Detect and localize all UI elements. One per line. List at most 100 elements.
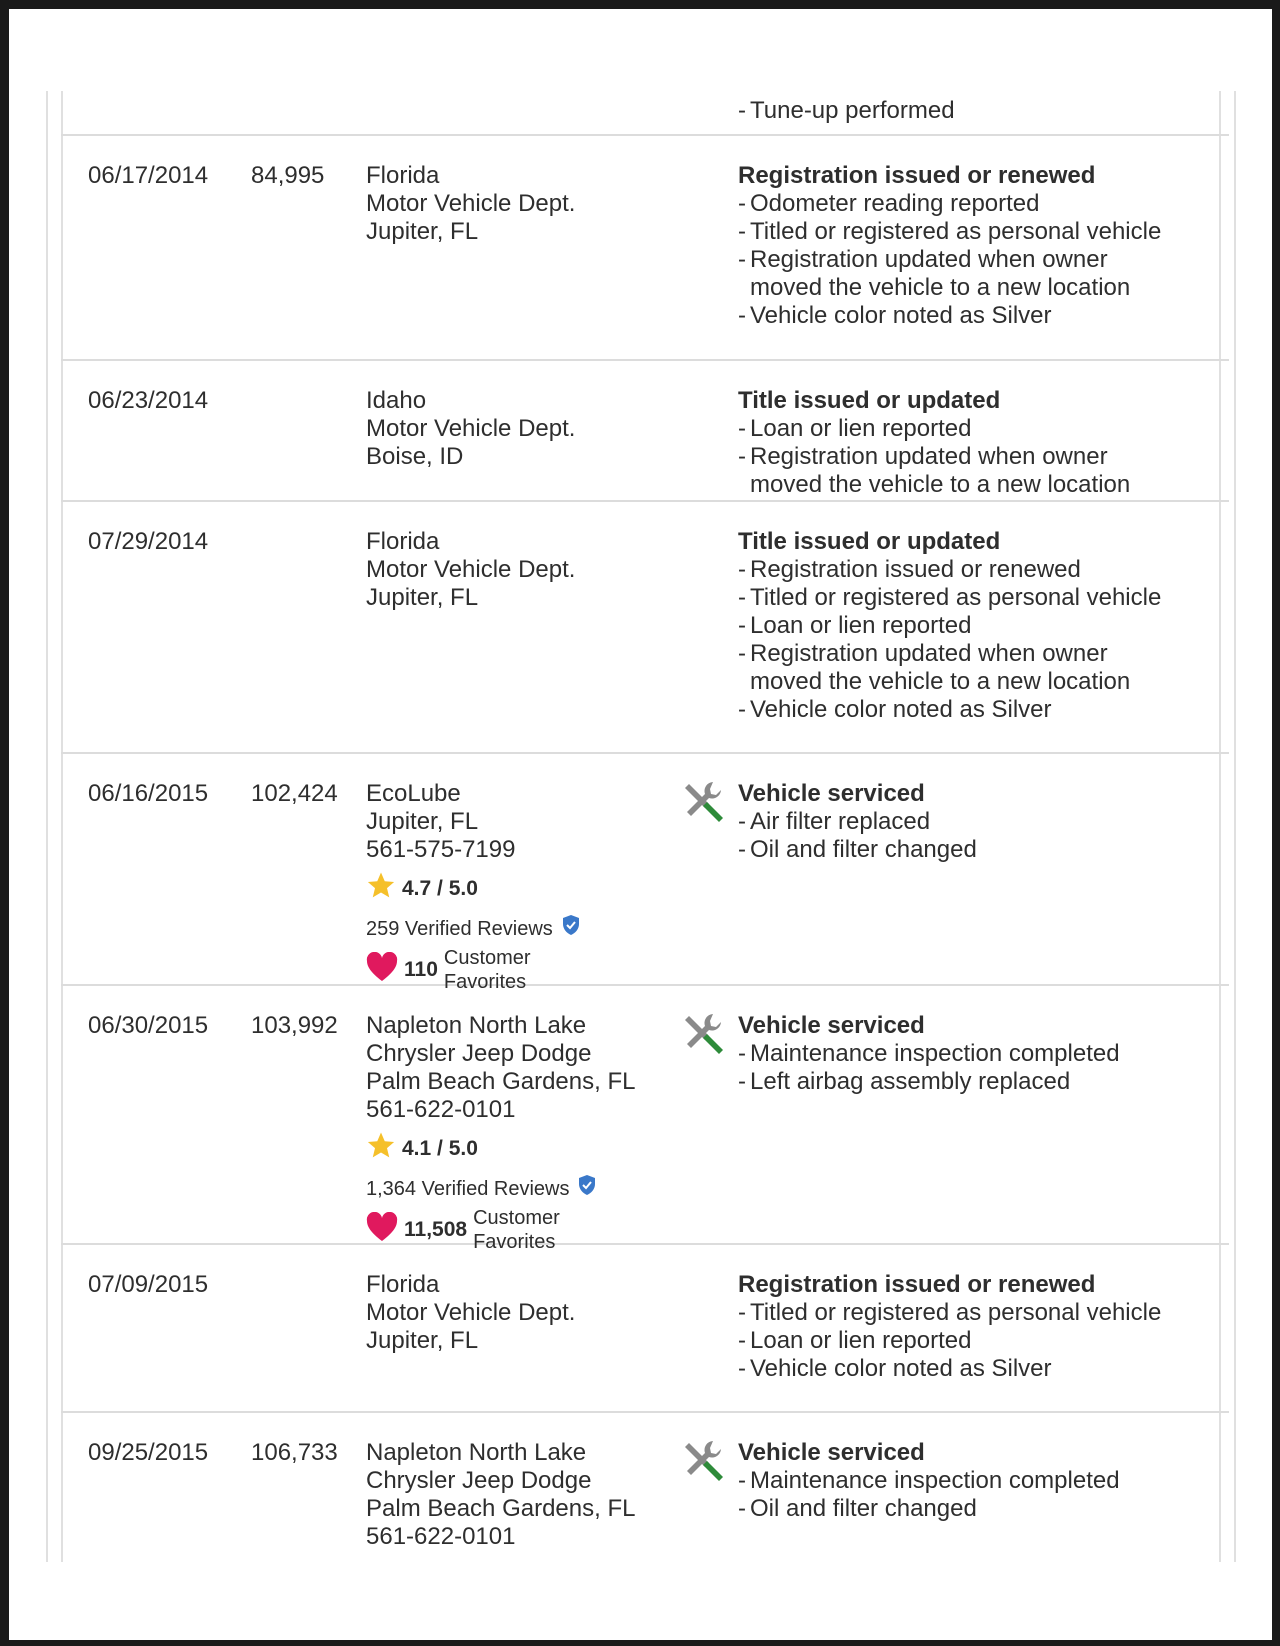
source-line: Jupiter, FL	[366, 1327, 479, 1354]
odometer-reading: 106,733	[251, 1439, 338, 1466]
source-line: Motor Vehicle Dept.	[366, 415, 576, 442]
detail-item: Titled or registered as personal vehicle	[738, 584, 1178, 612]
detail-item: Loan or lien reported	[738, 612, 1178, 640]
verified-reviews-link[interactable]: 259 Verified Reviews	[366, 914, 581, 944]
source-line: Chrysler Jeep Dodge	[366, 1467, 592, 1494]
table-row: 06/23/2014 Idaho Motor Vehicle Dept. Boise,…	[61, 361, 1229, 502]
table-row: 06/17/2014 84,995 Florida Motor Vehicle Dep…	[61, 136, 1229, 361]
customer-favorites: 11,508 Customer Favorites	[366, 1206, 635, 1254]
source-line: Chrysler Jeep Dodge	[366, 1040, 592, 1067]
source-line: Napleton North Lake	[366, 1439, 587, 1466]
detail-item: Vehicle color noted as Silver	[738, 302, 1178, 330]
right-border-inner	[1219, 91, 1221, 1562]
star-icon	[366, 1130, 402, 1168]
source-line: Jupiter, FL	[366, 808, 479, 835]
record-date: 06/16/2015	[88, 780, 209, 807]
detail-item: Registration updated when owner moved th…	[738, 443, 1178, 499]
record-details: Vehicle servicedMaintenance inspection c…	[738, 1439, 1178, 1523]
source-line: Motor Vehicle Dept.	[366, 190, 576, 217]
service-tools-icon	[679, 778, 727, 826]
source-line: Florida	[366, 528, 440, 555]
source-line: Palm Beach Gardens, FL	[366, 1495, 636, 1522]
record-details: Vehicle servicedAir filter replacedOil a…	[738, 780, 1178, 864]
odometer-reading: 103,992	[251, 1012, 338, 1039]
report-page: Tune-up performed 06/17/2014 84,995 Florid…	[9, 9, 1272, 1640]
source-line: Motor Vehicle Dept.	[366, 1299, 576, 1326]
event-title: Vehicle serviced	[738, 780, 925, 807]
record-details: Vehicle servicedMaintenance inspection c…	[738, 1012, 1178, 1096]
record-date: 07/29/2014	[88, 528, 209, 555]
source-line: Jupiter, FL	[366, 584, 479, 611]
table-row: 06/30/2015 103,992 Napleton North Lake Chry…	[61, 986, 1229, 1253]
record-source: Florida Motor Vehicle Dept. Jupiter, FL	[366, 1271, 575, 1355]
source-line: Florida	[366, 162, 440, 189]
heart-icon	[366, 1211, 398, 1249]
shop-rating[interactable]: 4.1 / 5.0	[366, 1130, 635, 1168]
detail-item: Titled or registered as personal vehicle	[738, 218, 1178, 246]
shop-rating[interactable]: 4.7 / 5.0	[366, 870, 581, 908]
left-border-outer	[46, 91, 48, 1562]
detail-item: Loan or lien reported	[738, 415, 1178, 443]
record-details: Title issued or updatedLoan or lien repo…	[738, 387, 1178, 499]
detail-item: Odometer reading reported	[738, 190, 1178, 218]
vehicle-history-table: Tune-up performed 06/17/2014 84,995 Florid…	[61, 91, 1229, 1564]
detail-item: Air filter replaced	[738, 808, 1178, 836]
verified-shield-icon	[569, 1174, 597, 1204]
heart-icon	[366, 951, 398, 989]
source-line: Florida	[366, 1271, 440, 1298]
source-line: Motor Vehicle Dept.	[366, 556, 576, 583]
record-source: Napleton North Lake Chrysler Jeep Dodge Pa…	[366, 1439, 635, 1551]
detail-item: Maintenance inspection completed	[738, 1040, 1178, 1068]
detail-item: Left airbag assembly replaced	[738, 1068, 1178, 1096]
record-source: Napleton North Lake Chrysler Jeep Dodge Pa…	[366, 1012, 635, 1254]
table-row: 07/29/2014 Florida Motor Vehicle Dept. Jupi…	[61, 502, 1229, 754]
source-line: Napleton North Lake	[366, 1012, 587, 1039]
record-date: 06/30/2015	[88, 1012, 209, 1039]
service-tools-icon	[679, 1010, 727, 1058]
record-date: 06/17/2014	[88, 162, 209, 189]
odometer-reading: 84,995	[251, 162, 325, 189]
detail-item: Registration updated when owner moved th…	[738, 640, 1178, 696]
right-border-outer	[1234, 91, 1236, 1562]
record-details: Registration issued or renewedOdometer r…	[738, 162, 1178, 330]
event-title: Title issued or updated	[738, 528, 1001, 555]
event-title: Vehicle serviced	[738, 1439, 925, 1466]
record-details: Registration issued or renewedTitled or …	[738, 1271, 1178, 1383]
event-title: Registration issued or renewed	[738, 162, 1096, 189]
service-tools-icon	[679, 1437, 727, 1485]
source-line: Palm Beach Gardens, FL	[366, 1068, 636, 1095]
detail-item: Maintenance inspection completed	[738, 1467, 1178, 1495]
source-line: 561-575-7199	[366, 836, 516, 863]
record-date: 06/23/2014	[88, 387, 209, 414]
table-row: 07/09/2015 Florida Motor Vehicle Dept. Jupi…	[61, 1245, 1229, 1413]
verified-shield-icon	[553, 914, 581, 944]
source-line: EcoLube	[366, 780, 461, 807]
detail-item: Oil and filter changed	[738, 1495, 1178, 1523]
record-source: EcoLube Jupiter, FL 561-575-7199 4.7 / 5.0 2…	[366, 780, 581, 994]
verified-reviews-link[interactable]: 1,364 Verified Reviews	[366, 1174, 635, 1204]
source-line: 561-622-0101	[366, 1096, 516, 1123]
odometer-reading: 102,424	[251, 780, 338, 807]
record-date: 07/09/2015	[88, 1271, 209, 1298]
record-source: Idaho Motor Vehicle Dept. Boise, ID	[366, 387, 575, 471]
detail-item: Loan or lien reported	[738, 1327, 1178, 1355]
record-date: 09/25/2015	[88, 1439, 209, 1466]
detail-item: Titled or registered as personal vehicle	[738, 1299, 1178, 1327]
detail-item: Registration updated when owner moved th…	[738, 246, 1178, 302]
table-row: 06/16/2015 102,424 EcoLube Jupiter, FL 561-5…	[61, 754, 1229, 993]
star-icon	[366, 870, 402, 908]
left-border-inner	[61, 91, 63, 1562]
record-source: Florida Motor Vehicle Dept. Jupiter, FL	[366, 162, 575, 246]
source-line: Jupiter, FL	[366, 218, 479, 245]
table-row-partial: Tune-up performed	[61, 91, 1229, 136]
source-line: Idaho	[366, 387, 427, 414]
table-row: 09/25/2015 106,733 Napleton North Lake Chry…	[61, 1413, 1229, 1564]
record-source: Florida Motor Vehicle Dept. Jupiter, FL	[366, 528, 575, 612]
event-title: Title issued or updated	[738, 387, 1001, 414]
source-line: 561-622-0101	[366, 1523, 516, 1550]
record-details: Title issued or updatedRegistration issu…	[738, 528, 1178, 724]
event-title: Registration issued or renewed	[738, 1271, 1096, 1298]
event-title: Vehicle serviced	[738, 1012, 925, 1039]
detail-item: Vehicle color noted as Silver	[738, 1355, 1178, 1383]
customer-favorites: 110 Customer Favorites	[366, 946, 581, 994]
